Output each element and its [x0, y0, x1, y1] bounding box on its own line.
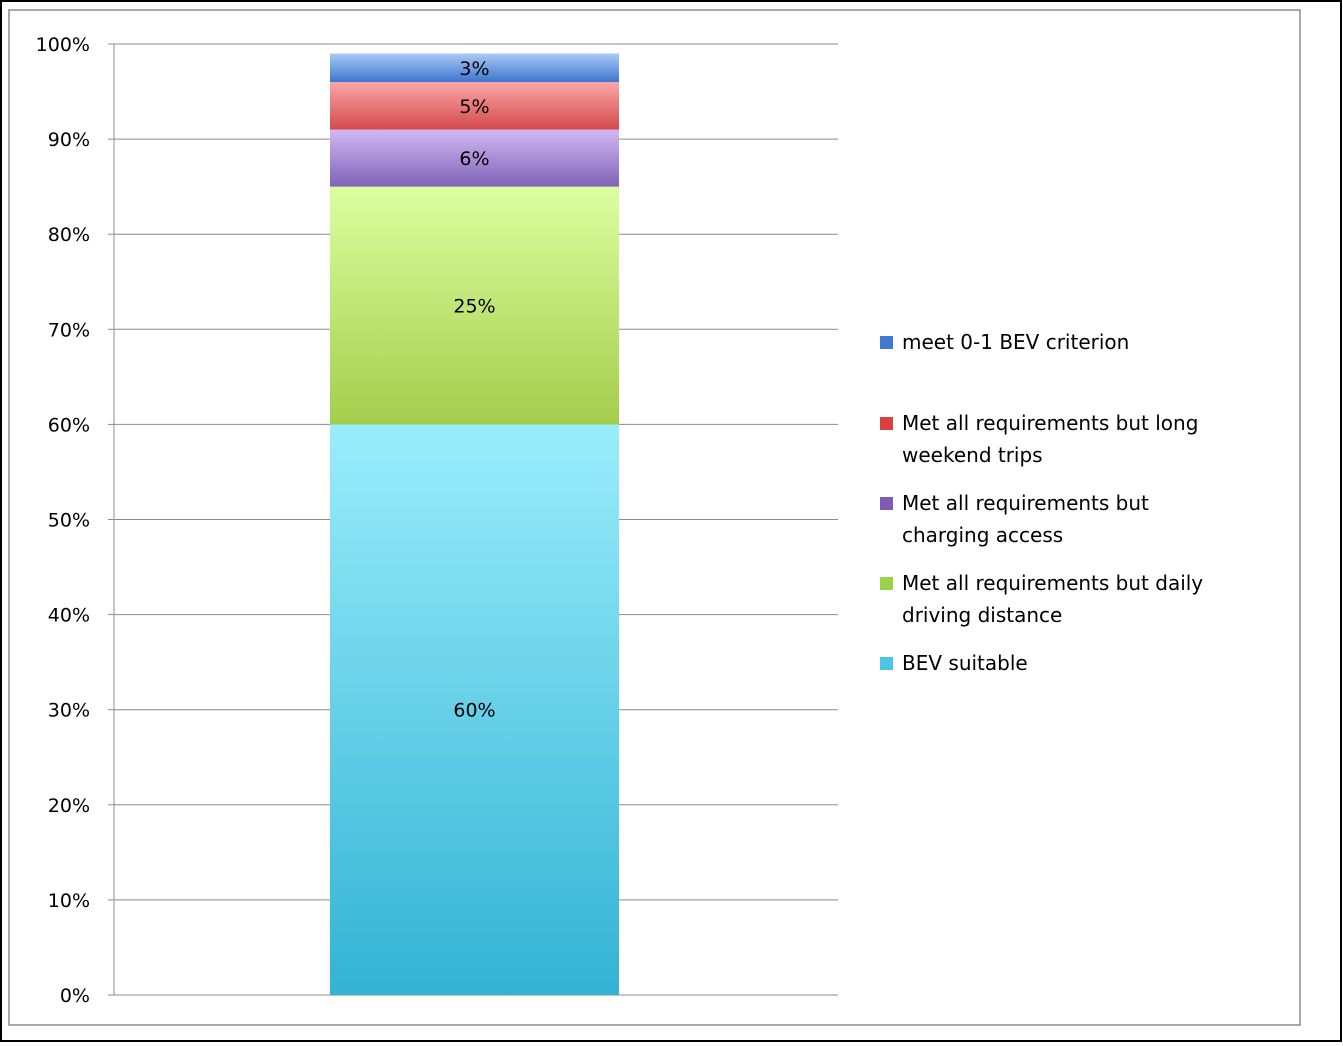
y-axis: 0% 10% 20% 30% 40% 50% 60% 70% 80% 90% 100% — [36, 34, 115, 1007]
y-tick-label: 20% — [48, 795, 90, 817]
legend: meet 0-1 BEV criterion Met all requiremen… — [880, 330, 1203, 675]
y-tick-label: 60% — [48, 414, 90, 436]
legend-label: BEV suitable — [902, 651, 1028, 675]
data-label: 3% — [459, 58, 489, 80]
legend-label: Met all requirements but daily driving di… — [902, 571, 1203, 627]
legend-item: Met all requirements but daily driving di… — [880, 571, 1203, 627]
data-label: 6% — [459, 148, 489, 170]
legend-swatch — [880, 497, 893, 510]
legend-label: meet 0-1 BEV criterion — [902, 330, 1129, 354]
data-labels: 60% 25% 6% 5% 3% — [453, 58, 495, 722]
legend-label: Met all requirements but charging access — [902, 491, 1149, 547]
y-tick-label: 70% — [48, 319, 90, 341]
chart-area-border — [8, 9, 1301, 1026]
bar-segment — [330, 186, 619, 425]
legend-label: Met all requirements but long weekend tri… — [902, 411, 1198, 467]
legend-item: Met all requirements but charging access — [880, 491, 1149, 547]
bar-segment — [330, 53, 619, 83]
legend-item: BEV suitable — [880, 651, 1028, 675]
legend-swatch — [880, 577, 893, 590]
legend-item: meet 0-1 BEV criterion — [880, 330, 1129, 354]
data-label: 5% — [459, 96, 489, 118]
y-tick-label: 80% — [48, 224, 90, 246]
legend-swatch — [880, 336, 893, 349]
legend-item: Met all requirements but long weekend tri… — [880, 411, 1198, 467]
y-tick-label: 50% — [48, 510, 90, 532]
data-label: 25% — [453, 296, 495, 318]
legend-swatch — [880, 417, 893, 430]
y-tick-label: 30% — [48, 700, 90, 722]
y-tick-label: 90% — [48, 129, 90, 151]
y-tick-label: 0% — [60, 985, 90, 1007]
bar-segment — [330, 129, 619, 187]
data-label: 60% — [453, 700, 495, 722]
y-tick-label: 40% — [48, 605, 90, 627]
stacked-bar — [330, 53, 619, 995]
legend-swatch — [880, 657, 893, 670]
bar-segment — [330, 424, 619, 995]
y-tick-label: 10% — [48, 890, 90, 912]
bar-segment — [330, 82, 619, 130]
y-tick-label: 100% — [36, 34, 90, 56]
